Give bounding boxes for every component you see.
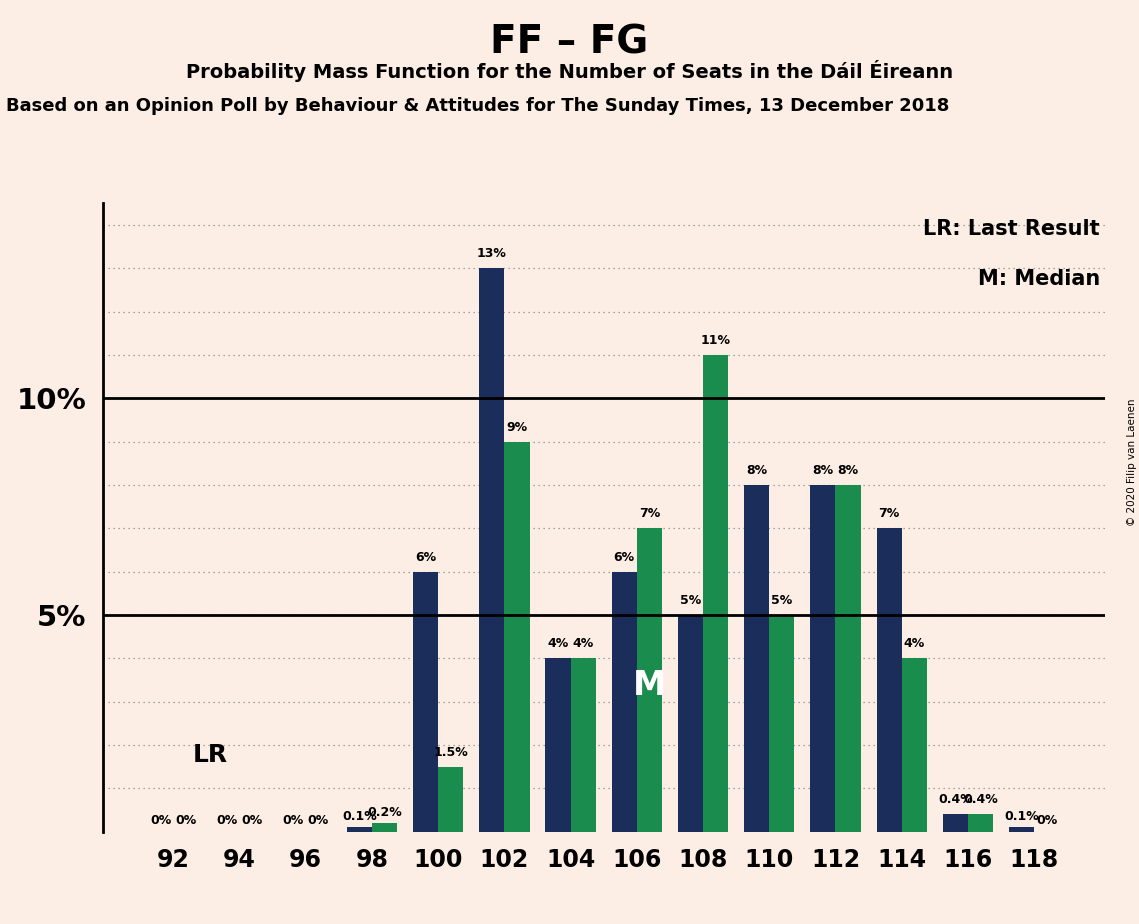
Text: 0%: 0% [1036, 814, 1057, 827]
Text: 0%: 0% [150, 814, 171, 827]
Text: 0%: 0% [175, 814, 196, 827]
Text: 8%: 8% [812, 464, 834, 477]
Bar [637, 529, 662, 832]
Text: 4%: 4% [573, 638, 593, 650]
Bar [413, 572, 439, 832]
Text: FF – FG: FF – FG [491, 23, 648, 61]
Bar [505, 442, 530, 832]
Text: 4%: 4% [548, 638, 568, 650]
Bar [877, 529, 902, 832]
Text: 0%: 0% [241, 814, 263, 827]
Text: 0.1%: 0.1% [1005, 810, 1039, 823]
Bar [1009, 827, 1034, 832]
Text: 0.1%: 0.1% [342, 810, 377, 823]
Text: 8%: 8% [837, 464, 859, 477]
Bar [372, 823, 398, 832]
Text: 0.4%: 0.4% [937, 794, 973, 807]
Text: Probability Mass Function for the Number of Seats in the Dáil Éireann: Probability Mass Function for the Number… [186, 60, 953, 82]
Text: © 2020 Filip van Laenen: © 2020 Filip van Laenen [1126, 398, 1137, 526]
Text: 9%: 9% [507, 420, 527, 433]
Bar [480, 268, 505, 832]
Bar [810, 485, 835, 832]
Bar [744, 485, 769, 832]
Text: LR: LR [194, 743, 228, 767]
Bar [835, 485, 861, 832]
Text: 11%: 11% [700, 334, 730, 347]
Text: 8%: 8% [746, 464, 768, 477]
Bar [678, 615, 703, 832]
Text: 4%: 4% [903, 638, 925, 650]
Bar [703, 355, 728, 832]
Bar [612, 572, 637, 832]
Text: 13%: 13% [477, 248, 507, 261]
Bar [943, 814, 968, 832]
Text: 6%: 6% [415, 551, 436, 564]
Text: 5%: 5% [771, 594, 793, 607]
Text: 0%: 0% [216, 814, 238, 827]
Bar [968, 814, 993, 832]
Text: M: Median: M: Median [977, 269, 1100, 289]
Text: 6%: 6% [614, 551, 634, 564]
Text: 7%: 7% [878, 507, 900, 520]
Text: 0.2%: 0.2% [367, 806, 402, 819]
Text: 0%: 0% [308, 814, 329, 827]
Text: M: M [633, 669, 666, 701]
Text: 0%: 0% [282, 814, 304, 827]
Text: 1.5%: 1.5% [433, 746, 468, 759]
Text: 7%: 7% [639, 507, 659, 520]
Text: Based on an Opinion Poll by Behaviour & Attitudes for The Sunday Times, 13 Decem: Based on an Opinion Poll by Behaviour & … [6, 97, 949, 115]
Bar [769, 615, 794, 832]
Bar [571, 658, 596, 832]
Text: LR: Last Result: LR: Last Result [924, 219, 1100, 239]
Bar [346, 827, 372, 832]
Text: 0.4%: 0.4% [964, 794, 998, 807]
Text: 5%: 5% [680, 594, 700, 607]
Bar [902, 658, 927, 832]
Bar [546, 658, 571, 832]
Bar [439, 767, 464, 832]
